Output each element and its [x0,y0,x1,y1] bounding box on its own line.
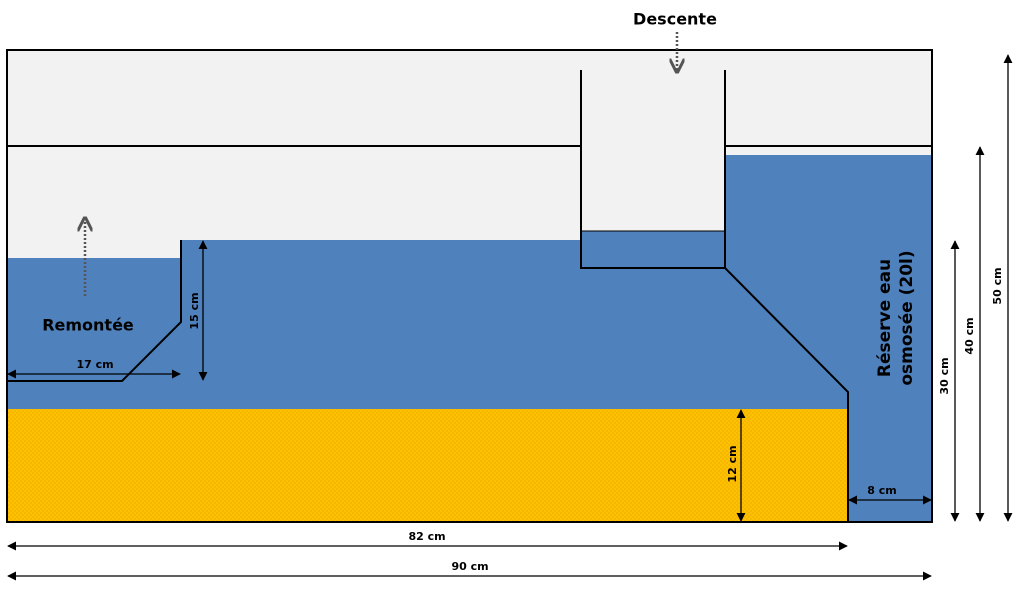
descente-label: Descente [633,10,717,29]
dimension-label: 15 cm [188,292,201,329]
dimension-label: 30 cm [938,357,951,394]
reserve-label: Réserve eau [875,259,895,377]
remontee-label: Remontée [42,316,134,335]
descente-water [581,231,725,268]
dimension-label: 40 cm [963,317,976,354]
dimension-label: 90 cm [451,560,488,573]
dimension-label: 8 cm [867,484,896,497]
overflow-wall [7,240,182,382]
dimension-label: 17 cm [76,358,113,371]
dimension-label: 82 cm [408,530,445,543]
tank-outline [6,49,933,523]
dimension-label: 50 cm [991,267,1004,304]
sand [7,409,848,522]
dimension-label: 12 cm [726,445,739,482]
descente-wall [580,70,849,522]
reserve-label: osmosée (20l) [897,250,917,385]
